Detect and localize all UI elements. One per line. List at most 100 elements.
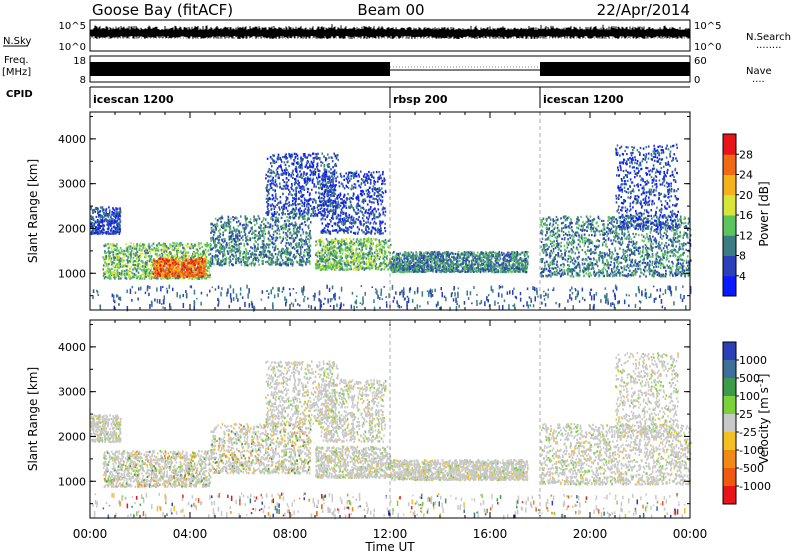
echo-band-1-pixel: [119, 259, 121, 263]
echo-band-1-pixel: [179, 256, 182, 259]
echo-band-5-pixel: [357, 258, 359, 261]
echo-band-0-pixel: [103, 220, 106, 223]
echo-band-4-pixel: [267, 208, 269, 211]
echo-band-5-pixel: [355, 260, 357, 263]
echo-noise-pixel: [581, 287, 584, 292]
echo-band-1-pixel: [149, 260, 151, 263]
echo-band-1-pixel: [127, 271, 130, 274]
echo-band-0-pixel: [115, 220, 118, 223]
echo-band-2-pixel: [153, 273, 155, 276]
echo-band-3-pixel: [242, 238, 244, 242]
echo-band-3-pixel: [250, 262, 253, 265]
echo-band-3-pixel: [223, 237, 225, 241]
echo-band-3-pixel: [215, 223, 217, 226]
echo-noise-pixel: [328, 287, 331, 293]
echo-band-1-pixel: [141, 265, 144, 268]
echo-band-3-pixel: [271, 257, 273, 261]
echo-noise-pixel: [406, 304, 408, 310]
echo-noise-pixel: [149, 304, 151, 309]
echo-band-3-pixel: [290, 261, 293, 264]
echo-noise-pixel: [641, 293, 643, 297]
echo-band-3-pixel: [247, 252, 249, 255]
echo-band-3-pixel: [298, 242, 300, 246]
echo-band-5-pixel: [387, 268, 389, 271]
echo-band-3-pixel: [247, 238, 250, 242]
echo-band-3-pixel: [215, 258, 217, 261]
echo-band-2-pixel: [190, 267, 193, 270]
echo-band-2-pixel: [188, 268, 190, 271]
echo-noise-pixel: [610, 302, 612, 307]
echo-band-3-pixel: [269, 253, 272, 256]
echo-band-1-pixel: [116, 258, 119, 261]
echo-band-2-pixel: [190, 274, 192, 277]
echo-noise-pixel: [318, 298, 320, 302]
echo-band-5-pixel: [319, 244, 322, 247]
echo-band-2-pixel: [188, 259, 191, 262]
echo-band-3-pixel: [238, 257, 240, 260]
echo-noise-pixel: [484, 301, 486, 307]
echo-noise-pixel: [277, 293, 279, 298]
echo-band-3-pixel: [270, 216, 272, 220]
echo-band-1-pixel: [167, 277, 170, 280]
echo-band-0-pixel: [115, 215, 118, 218]
echo-band-5-pixel: [383, 265, 386, 268]
echo-noise-pixel: [501, 293, 503, 298]
echo-band-1-pixel: [162, 242, 165, 245]
echo-band-1-pixel: [105, 269, 108, 272]
echo-band-3-pixel: [240, 263, 243, 266]
echo-band-1-pixel: [197, 249, 199, 252]
echo-band-4-pixel: [270, 204, 272, 207]
echo-band-4-pixel: [317, 211, 320, 214]
echo-band-5-pixel: [334, 253, 336, 256]
echo-band-0-pixel: [119, 215, 122, 218]
echo-band-0-pixel: [110, 217, 113, 220]
echo-band-2-pixel: [161, 271, 163, 274]
echo-band-3-pixel: [230, 217, 232, 220]
echo-band-5-pixel: [352, 255, 355, 258]
echo-band-3-pixel: [289, 242, 292, 245]
echo-band-3-pixel: [244, 256, 246, 259]
echo-band-5-pixel: [381, 251, 383, 254]
echo-noise-pixel: [336, 303, 338, 308]
echo-band-4-pixel: [308, 194, 311, 197]
echo-noise-pixel: [214, 288, 217, 291]
echo-band-2-pixel: [181, 263, 183, 266]
echo-band-2-pixel: [155, 263, 158, 266]
echo-band-4-pixel: [280, 172, 283, 176]
echo-band-0-pixel: [115, 228, 118, 231]
echo-band-3-pixel: [276, 236, 279, 239]
echo-band-3-pixel: [238, 261, 241, 264]
echo-band-3-pixel: [280, 255, 282, 258]
echo-band-4-pixel: [330, 168, 332, 171]
echo-band-1-pixel: [132, 263, 134, 266]
echo-noise-pixel: [340, 302, 342, 308]
echo-band-2-pixel: [202, 259, 205, 262]
echo-band-2-pixel: [196, 273, 198, 276]
echo-noise-pixel: [380, 288, 383, 294]
echo-band-5-pixel: [365, 247, 368, 250]
echo-band-3-pixel: [227, 252, 229, 255]
echo-band-3-pixel: [258, 263, 260, 266]
echo-band-1-pixel: [104, 265, 107, 268]
nsky-left-label: N.Sky: [3, 36, 31, 47]
echo-band-1-pixel: [179, 243, 181, 246]
echo-band-4-pixel: [306, 212, 308, 215]
echo-noise-pixel: [414, 290, 416, 295]
echo-band-3-pixel: [254, 223, 256, 227]
echo-band-3-pixel: [221, 264, 223, 267]
echo-noise-pixel: [515, 296, 518, 300]
echo-band-0-pixel: [102, 227, 104, 230]
echo-band-0-pixel: [90, 217, 93, 221]
echo-noise-pixel: [226, 291, 228, 297]
echo-band-3-pixel: [256, 222, 258, 225]
echo-noise-pixel: [272, 286, 274, 290]
echo-band-5-pixel: [341, 252, 344, 255]
echo-band-0-pixel: [112, 218, 114, 221]
echo-band-4-pixel: [315, 154, 318, 158]
echo-band-2-pixel: [152, 261, 155, 264]
echo-band-5-pixel: [383, 255, 386, 258]
echo-band-2-pixel: [180, 257, 183, 260]
echo-band-1-pixel: [183, 248, 186, 251]
echo-band-5-pixel: [344, 262, 346, 265]
echo-band-3-pixel: [226, 225, 228, 228]
